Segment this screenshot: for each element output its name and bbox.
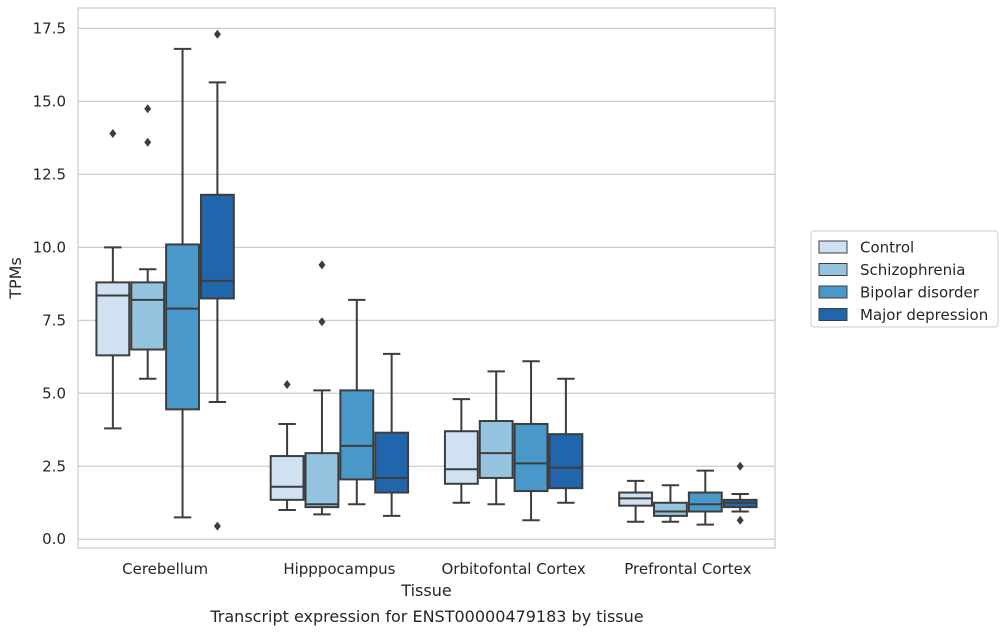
box-major-depression (722, 461, 758, 525)
box-body (478, 420, 514, 479)
box-control (95, 129, 131, 430)
box-schizophrenia (653, 484, 688, 523)
legend-frame (810, 230, 999, 328)
x-tick-label: Prefrontal Cortex (624, 560, 751, 578)
y-tick-label: 7.5 (42, 311, 66, 329)
x-axis-label: Tissue (400, 581, 451, 600)
outlier-point (318, 317, 326, 327)
box-body (653, 501, 688, 517)
outlier-point (283, 380, 291, 390)
box-bipolar-disorder (165, 47, 200, 519)
outlier-point (318, 260, 326, 270)
legend-label: Schizophrenia (860, 261, 965, 279)
box-bipolar-disorder (339, 298, 375, 506)
chart-caption: Transcript expression for ENST0000047918… (209, 607, 643, 626)
box-major-depression (374, 352, 410, 517)
y-tick-label: 0.0 (42, 530, 66, 548)
box-body (687, 491, 723, 513)
box-schizophrenia (478, 370, 514, 506)
legend-swatch (818, 240, 848, 254)
box-bipolar-disorder (513, 360, 549, 522)
box-control (443, 398, 479, 504)
y-tick-label: 15.0 (33, 92, 66, 110)
plot-frame (77, 7, 776, 549)
legend-label: Bipolar disorder (860, 284, 980, 302)
box-schizophrenia (304, 260, 340, 516)
legend-swatch (818, 285, 848, 299)
box-body (443, 430, 479, 485)
outlier-point (144, 104, 152, 114)
outlier-point (736, 461, 744, 471)
y-tick-label: 17.5 (33, 19, 66, 37)
legend: Control Schizophrenia Bipolar disorder Majo… (810, 230, 999, 328)
box-body (339, 389, 375, 481)
x-tick-label: Orbitofontal Cortex (442, 560, 586, 578)
box-body (130, 281, 166, 351)
box-plot-series (95, 29, 758, 531)
y-tick-label: 5.0 (42, 384, 66, 402)
outlier-point (109, 129, 117, 139)
x-tick-label: Hipppocampus (283, 560, 395, 578)
box-control (618, 479, 654, 523)
y-axis-ticks: 0.0 2.5 5.0 7.5 10.0 12.5 15.0 17.5 (33, 19, 66, 548)
box-bipolar-disorder (687, 469, 723, 526)
legend-label: Control (860, 239, 914, 257)
box-control (269, 380, 305, 512)
box-body (304, 452, 340, 509)
y-tick-label: 12.5 (33, 165, 66, 183)
outlier-point (213, 29, 221, 39)
box-body (269, 455, 305, 501)
legend-swatch (818, 263, 848, 276)
legend-swatch (818, 308, 848, 321)
box-major-depression (199, 29, 235, 531)
y-axis-label: TPMs (6, 257, 25, 300)
box-body (374, 431, 410, 494)
box-schizophrenia (130, 104, 166, 380)
box-body (165, 243, 200, 411)
outlier-point (213, 521, 221, 531)
box-body (199, 193, 235, 300)
y-tick-label: 2.5 (42, 457, 66, 475)
box-body (95, 281, 131, 357)
outlier-point (736, 515, 744, 525)
box-body (513, 422, 549, 493)
x-tick-label: Cerebellum (122, 560, 208, 578)
y-tick-label: 10.0 (33, 238, 66, 256)
x-axis-ticks: Cerebellum Hipppocampus Orbitofontal Corte… (122, 560, 751, 578)
box-major-depression (548, 377, 584, 504)
outlier-point (144, 137, 152, 147)
legend-label: Major depression (860, 306, 988, 324)
box-body (548, 433, 584, 490)
